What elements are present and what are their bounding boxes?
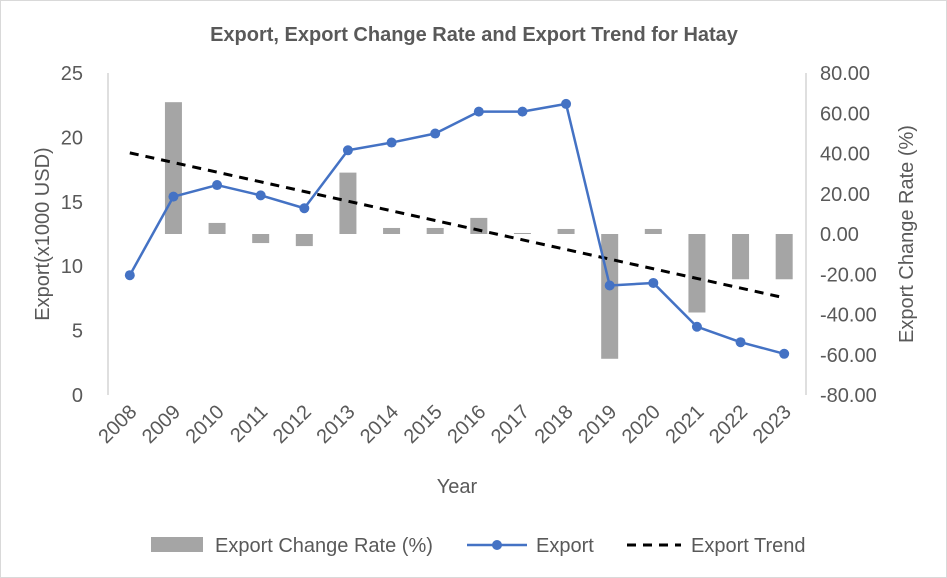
x-tick-label: 2022 <box>705 401 752 448</box>
change-rate-bar <box>252 234 270 244</box>
x-tick-label: 2020 <box>618 401 665 448</box>
export-marker <box>212 180 223 191</box>
legend-marker-export <box>492 540 502 550</box>
y-right-tick-label: -60.00 <box>820 345 877 367</box>
change-rate-bar <box>339 172 357 234</box>
legend-label-change-rate: Export Change Rate (%) <box>215 535 433 557</box>
change-rate-bar <box>426 227 444 234</box>
x-tick-label: 2011 <box>226 401 272 447</box>
export-trend-line <box>129 151 785 300</box>
y-left-tick-label: 20 <box>61 127 83 149</box>
export-marker <box>691 321 702 332</box>
axes-layer: 0 5 10 15 20 25 -80.00 -60.00 -40.00 -20.00 0.00 20… <box>32 63 918 498</box>
x-tick-label: 2021 <box>661 401 708 448</box>
export-marker <box>386 137 397 148</box>
x-tick-label: 2013 <box>312 401 359 448</box>
legend-label-trend: Export Trend <box>691 535 806 557</box>
x-tick-label: 2018 <box>531 401 578 448</box>
export-marker <box>735 337 746 348</box>
y-left-tick-label: 10 <box>61 256 83 278</box>
export-marker <box>299 203 310 214</box>
export-marker <box>255 190 266 201</box>
change-rate-bar <box>732 234 750 280</box>
export-marker <box>604 280 615 291</box>
x-tick-label: 2015 <box>400 401 447 448</box>
trend-layer <box>129 151 785 300</box>
y-right-tick-label: 80.00 <box>820 63 870 85</box>
legend-swatch-change-rate <box>151 537 203 552</box>
y-left-tick-label: 5 <box>72 321 83 343</box>
change-rate-bar <box>295 234 313 247</box>
change-rate-bar <box>601 234 619 359</box>
y-right-tick-label: 60.00 <box>820 103 870 125</box>
chart-title: Export, Export Change Rate and Export Tr… <box>210 24 739 46</box>
export-marker <box>779 348 790 359</box>
x-tick-label: 2008 <box>94 401 141 448</box>
y-right-tick-label: 40.00 <box>820 144 870 166</box>
export-marker <box>648 277 659 288</box>
export-marker <box>342 145 353 156</box>
y-right-tick-label: -40.00 <box>820 305 877 327</box>
y-right-tick-label: 0.00 <box>820 224 859 246</box>
change-rate-bar <box>644 228 662 234</box>
x-tick-label: 2009 <box>138 401 185 448</box>
change-rate-bar <box>164 102 182 235</box>
export-layer <box>124 98 790 359</box>
export-marker <box>430 128 441 139</box>
export-line <box>128 102 785 355</box>
export-marker <box>168 191 179 202</box>
x-tick-label: 2017 <box>487 401 534 448</box>
y-left-tick-label: 25 <box>61 63 83 85</box>
x-tick-label: 2012 <box>269 401 316 448</box>
bars-layer <box>164 102 793 359</box>
y-left-axis-title: Export(x1000 USD) <box>32 147 54 320</box>
legend-layer: Export Change Rate (%) Export Export Trend <box>151 535 806 557</box>
export-marker <box>124 270 135 281</box>
change-rate-bar <box>557 228 575 234</box>
change-rate-bar <box>688 234 706 313</box>
export-marker <box>517 106 528 117</box>
y-right-tick-label: -20.00 <box>820 264 877 286</box>
y-left-tick-label: 0 <box>72 385 83 407</box>
x-tick-label: 2014 <box>356 401 403 448</box>
y-right-tick-label: -80.00 <box>820 385 877 407</box>
legend-label-export: Export <box>536 535 594 557</box>
x-tick-label: 2019 <box>574 401 621 448</box>
export-marker <box>561 98 572 109</box>
change-rate-bar <box>383 227 401 234</box>
export-marker <box>473 106 484 117</box>
x-axis-title: Year <box>437 476 478 498</box>
change-rate-bar <box>775 234 793 280</box>
x-tick-label: 2023 <box>749 401 796 448</box>
y-left-tick-label: 15 <box>61 192 83 214</box>
change-rate-bar <box>513 232 531 234</box>
change-rate-bar <box>208 222 226 234</box>
y-right-axis-title: Export Change Rate (%) <box>896 125 918 343</box>
x-tick-label: 2010 <box>182 401 229 448</box>
y-right-tick-label: 20.00 <box>820 184 870 206</box>
x-tick-label: 2016 <box>443 401 490 448</box>
